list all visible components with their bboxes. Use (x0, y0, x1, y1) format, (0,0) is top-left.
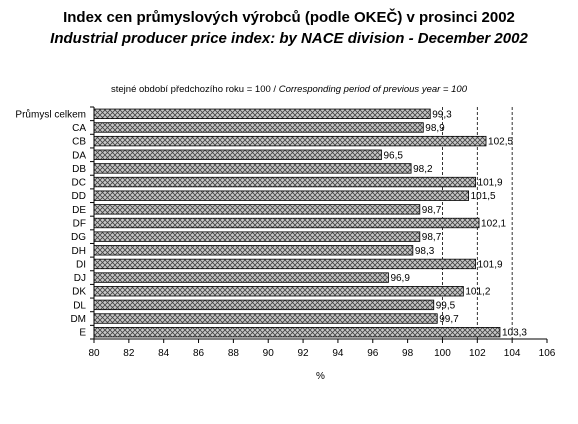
category-label: DB (72, 164, 86, 175)
value-label: 101,5 (471, 191, 496, 202)
bar (93, 326, 501, 338)
category-label: DI (76, 259, 86, 270)
x-tick-label: 98 (402, 348, 414, 359)
category-label: DJ (74, 273, 86, 284)
category-label: DE (72, 205, 86, 216)
bar (93, 299, 435, 311)
bar (93, 122, 424, 133)
category-labels: Průmysl celkem CA CB DA DB DC DD DE DF DG DH DI DJ DK… (15, 108, 86, 338)
x-tick-label: 90 (263, 348, 275, 359)
x-tick-label: 100 (434, 348, 451, 359)
x-tick-label: 88 (228, 348, 240, 359)
bar (93, 217, 480, 229)
chart-title-czech: Index cen průmyslových výrobců (podle OK… (63, 9, 515, 26)
bar (93, 286, 464, 297)
category-label: DM (70, 314, 86, 325)
value-label: 99,7 (439, 314, 459, 325)
bar (93, 149, 382, 160)
value-label: 99,3 (432, 109, 452, 120)
value-label: 103,3 (502, 328, 527, 339)
bars-group (93, 108, 501, 338)
value-label: 96,5 (383, 150, 403, 161)
bar (93, 204, 421, 215)
category-label: DC (72, 178, 86, 189)
category-label: DG (71, 232, 86, 243)
value-label: 98,2 (413, 164, 433, 175)
category-label: DA (72, 150, 86, 161)
x-tick-label: 82 (123, 348, 135, 359)
base-note-english: Corresponding period of previous year = … (278, 84, 467, 95)
chart-title-english: Industrial producer price index: by NACE… (50, 30, 528, 47)
bar (93, 258, 476, 270)
value-label: 98,9 (425, 123, 445, 134)
category-label: Průmysl celkem (15, 108, 86, 120)
category-label: DL (73, 300, 86, 311)
bar (93, 245, 414, 256)
bar (93, 231, 421, 242)
value-label: 96,9 (390, 273, 410, 284)
bar (93, 272, 389, 283)
base-period-note: stejné období předchozího roku = 100 / C… (0, 84, 578, 95)
x-axis-title: % (316, 371, 325, 382)
x-tick-label: 96 (367, 348, 379, 359)
bar (93, 135, 487, 147)
category-label: E (79, 328, 86, 339)
value-label: 102,1 (481, 219, 506, 230)
x-tick-label: 80 (88, 348, 100, 359)
bar (93, 108, 431, 119)
x-tick-label: 86 (193, 348, 205, 359)
value-label: 101,9 (478, 178, 503, 189)
bar (93, 190, 469, 201)
x-tick-label: 106 (539, 348, 556, 359)
value-labels: 99,3 98,9 102,5 96,5 98,2 101,9 101,5 98,7 102,1… (383, 109, 527, 338)
value-label: 101,2 (465, 287, 490, 298)
base-note-czech: stejné období předchozího roku = 100 / (111, 84, 279, 95)
x-tick-label: 102 (469, 348, 486, 359)
value-label: 99,5 (436, 300, 456, 311)
x-tick-label: 84 (158, 348, 170, 359)
value-label: 98,7 (422, 232, 442, 243)
x-tick-label: 104 (504, 348, 521, 359)
bar (93, 313, 438, 324)
x-tick-label: 92 (298, 348, 310, 359)
bar (93, 163, 412, 174)
x-tick-label: 94 (332, 348, 344, 359)
x-axis: 80 82 84 86 88 90 92 94 96 98 100 102 104 106 (88, 106, 556, 359)
bar (93, 176, 476, 188)
category-label: DF (73, 219, 86, 230)
category-label: CA (72, 123, 86, 134)
value-label: 101,9 (478, 259, 503, 270)
value-label: 98,3 (415, 246, 435, 257)
category-label: DK (72, 287, 86, 298)
category-label: DH (72, 246, 86, 257)
value-label: 98,7 (422, 205, 442, 216)
value-label: 102,5 (488, 137, 513, 148)
category-label: CB (72, 137, 86, 148)
category-label: DD (72, 191, 86, 202)
